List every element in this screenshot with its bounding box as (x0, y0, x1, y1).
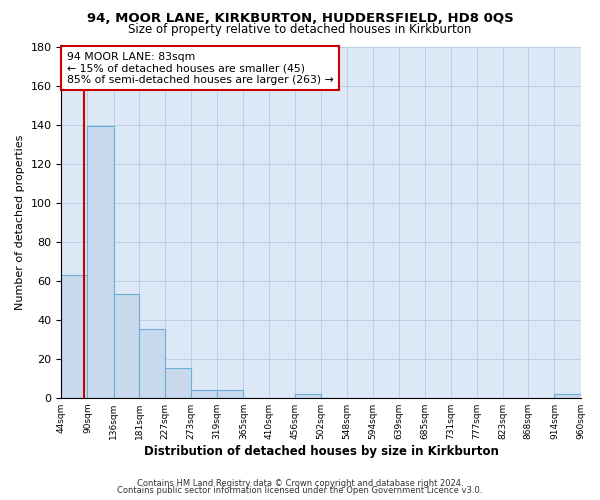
X-axis label: Distribution of detached houses by size in Kirkburton: Distribution of detached houses by size … (143, 444, 499, 458)
Bar (295, 394, 321, 398)
Text: Contains public sector information licensed under the Open Government Licence v3: Contains public sector information licen… (118, 486, 482, 495)
Bar (217, 390, 244, 398)
Bar (88, 126, 113, 398)
Bar (165, 368, 191, 398)
Text: 94, MOOR LANE, KIRKBURTON, HUDDERSFIELD, HD8 0QS: 94, MOOR LANE, KIRKBURTON, HUDDERSFIELD,… (86, 12, 514, 26)
Bar (139, 330, 165, 398)
Bar (554, 394, 581, 398)
Text: 94 MOOR LANE: 83sqm
← 15% of detached houses are smaller (45)
85% of semi-detach: 94 MOOR LANE: 83sqm ← 15% of detached ho… (67, 52, 334, 85)
Text: Size of property relative to detached houses in Kirkburton: Size of property relative to detached ho… (128, 22, 472, 36)
Text: Contains HM Land Registry data © Crown copyright and database right 2024.: Contains HM Land Registry data © Crown c… (137, 478, 463, 488)
Y-axis label: Number of detached properties: Number of detached properties (15, 134, 25, 310)
Bar (191, 390, 217, 398)
Bar (113, 294, 139, 398)
Bar (61, 275, 88, 398)
